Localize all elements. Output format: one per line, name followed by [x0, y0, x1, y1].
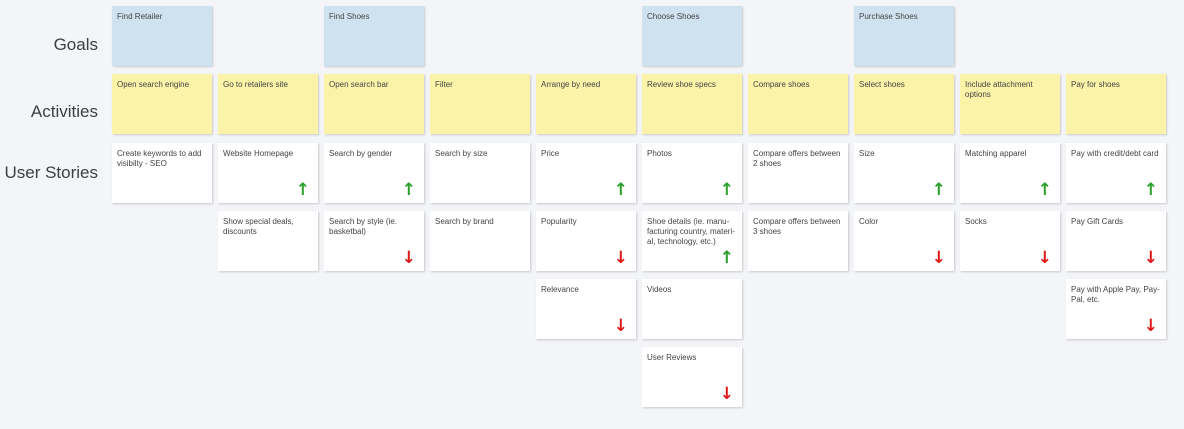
- activities-row-label: Activities: [30, 102, 98, 121]
- user-story-text: Pay with Apple Pay, Pay-Pal, etc.: [1071, 285, 1160, 304]
- user-story-text: Socks: [965, 217, 987, 226]
- goal-card[interactable]: Find Shoes: [324, 6, 424, 66]
- user-story-card[interactable]: Price ↑: [536, 143, 636, 203]
- goals-row-label: Goals: [53, 35, 98, 54]
- activity-card-text: Filter: [435, 80, 453, 89]
- user-story-card[interactable]: Popularity ↓: [536, 211, 636, 271]
- activity-card[interactable]: Include attachment options: [960, 74, 1060, 134]
- user-story-card[interactable]: Matching apparel ↑: [960, 143, 1060, 203]
- user-story-text: Pay with credit/debt card: [1071, 149, 1159, 158]
- user-story-card[interactable]: Shoe details (ie. manu-facturing country…: [642, 211, 742, 271]
- user-story-card[interactable]: Relevance ↓: [536, 279, 636, 339]
- activity-card-text: Go to retailers site: [223, 80, 288, 89]
- user-story-text: Search by brand: [435, 217, 494, 226]
- user-story-card[interactable]: Search by size: [430, 143, 530, 203]
- user-story-text: Size: [859, 149, 875, 158]
- user-story-text: Website Homepage: [223, 149, 294, 158]
- user-story-text: Pay Gift Cards: [1071, 217, 1124, 226]
- user-story-text: Compare offers between 2 shoes: [753, 149, 841, 168]
- activity-card[interactable]: Filter: [430, 74, 530, 134]
- goal-card[interactable]: Choose Shoes: [642, 6, 742, 66]
- user-story-text: Color: [859, 217, 879, 226]
- user-story-text: Matching apparel: [965, 149, 1027, 158]
- goal-card-text: Find Retailer: [117, 12, 163, 21]
- activity-card-text: Include attachment options: [965, 80, 1033, 99]
- activity-card-text: Open search engine: [117, 80, 190, 89]
- activity-card[interactable]: Select shoes: [854, 74, 954, 134]
- user-story-text: Relevance: [541, 285, 579, 294]
- goal-card-text: Choose Shoes: [647, 12, 700, 21]
- arrow-down-icon: ↓: [931, 248, 946, 268]
- user-story-card[interactable]: Website Homepage ↑: [218, 143, 318, 203]
- activity-card-text: Open search bar: [329, 80, 389, 89]
- activity-card[interactable]: Review shoe specs: [642, 74, 742, 134]
- user-story-text: Popularity: [541, 217, 577, 226]
- user-story-card[interactable]: Socks ↓: [960, 211, 1060, 271]
- activity-card-text: Pay for shoes: [1071, 80, 1120, 89]
- user-story-text: Search by size: [435, 149, 488, 158]
- user-story-card[interactable]: Search by style (ie. basketbal) ↓: [324, 211, 424, 271]
- activity-card-text: Review shoe specs: [647, 80, 716, 89]
- arrow-up-icon: ↑: [1143, 180, 1158, 200]
- user-story-card[interactable]: Compare offers between 3 shoes: [748, 211, 848, 271]
- arrow-down-icon: ↓: [401, 248, 416, 268]
- user-story-card[interactable]: Create keywords to add visibilty - SEO: [112, 143, 212, 203]
- user-story-text: Photos: [647, 149, 672, 158]
- arrow-down-icon: ↓: [613, 316, 628, 336]
- user-story-text: Price: [541, 149, 560, 158]
- activity-card-text: Compare shoes: [753, 80, 810, 89]
- arrow-up-icon: ↑: [719, 180, 734, 200]
- activity-card[interactable]: Pay for shoes: [1066, 74, 1166, 134]
- goal-card[interactable]: Find Retailer: [112, 6, 212, 66]
- goal-card-text: Purchase Shoes: [859, 12, 918, 21]
- arrow-up-icon: ↑: [295, 180, 310, 200]
- user-stories-row-label: User Stories: [4, 163, 98, 182]
- arrow-up-icon: ↑: [1037, 180, 1052, 200]
- user-story-text: Show special deals, discounts: [223, 217, 294, 236]
- goal-card-text: Find Shoes: [329, 12, 370, 21]
- activity-card-text: Select shoes: [859, 80, 905, 89]
- user-story-card[interactable]: Photos ↑: [642, 143, 742, 203]
- user-story-text: Search by gender: [329, 149, 393, 158]
- activity-card[interactable]: Compare shoes: [748, 74, 848, 134]
- user-story-text: User Reviews: [647, 353, 697, 362]
- user-story-card[interactable]: Size ↑: [854, 143, 954, 203]
- user-story-text: Compare offers between 3 shoes: [753, 217, 841, 236]
- user-story-card[interactable]: Search by brand: [430, 211, 530, 271]
- user-story-card[interactable]: Videos: [642, 279, 742, 339]
- activity-card[interactable]: Open search engine: [112, 74, 212, 134]
- arrow-down-icon: ↓: [1037, 248, 1052, 268]
- arrow-up-icon: ↑: [613, 180, 628, 200]
- user-story-card[interactable]: Pay with Apple Pay, Pay-Pal, etc. ↓: [1066, 279, 1166, 339]
- user-story-card[interactable]: Search by gender ↑: [324, 143, 424, 203]
- user-story-text: Search by style (ie. basketbal): [329, 217, 398, 236]
- activity-card-text: Arrange by need: [541, 80, 601, 89]
- activity-card[interactable]: Arrange by need: [536, 74, 636, 134]
- arrow-down-icon: ↓: [613, 248, 628, 268]
- user-story-card[interactable]: User Reviews ↓: [642, 347, 742, 407]
- arrow-up-icon: ↑: [719, 248, 734, 268]
- activity-card[interactable]: Open search bar: [324, 74, 424, 134]
- activity-card[interactable]: Go to retailers site: [218, 74, 318, 134]
- user-story-card[interactable]: Show special deals, discounts: [218, 211, 318, 271]
- arrow-up-icon: ↑: [931, 180, 946, 200]
- arrow-down-icon: ↓: [719, 384, 734, 404]
- user-story-card[interactable]: Pay with credit/debt card ↑: [1066, 143, 1166, 203]
- user-story-text: Videos: [647, 285, 672, 294]
- arrow-up-icon: ↑: [401, 180, 416, 200]
- user-story-text: Shoe details (ie. manu-facturing country…: [647, 217, 735, 246]
- user-story-card[interactable]: Compare offers between 2 shoes: [748, 143, 848, 203]
- arrow-down-icon: ↓: [1143, 316, 1158, 336]
- goal-card[interactable]: Purchase Shoes: [854, 6, 954, 66]
- user-story-card[interactable]: Color ↓: [854, 211, 954, 271]
- user-story-text: Create keywords to add visibilty - SEO: [117, 149, 202, 168]
- arrow-down-icon: ↓: [1143, 248, 1158, 268]
- user-story-card[interactable]: Pay Gift Cards ↓: [1066, 211, 1166, 271]
